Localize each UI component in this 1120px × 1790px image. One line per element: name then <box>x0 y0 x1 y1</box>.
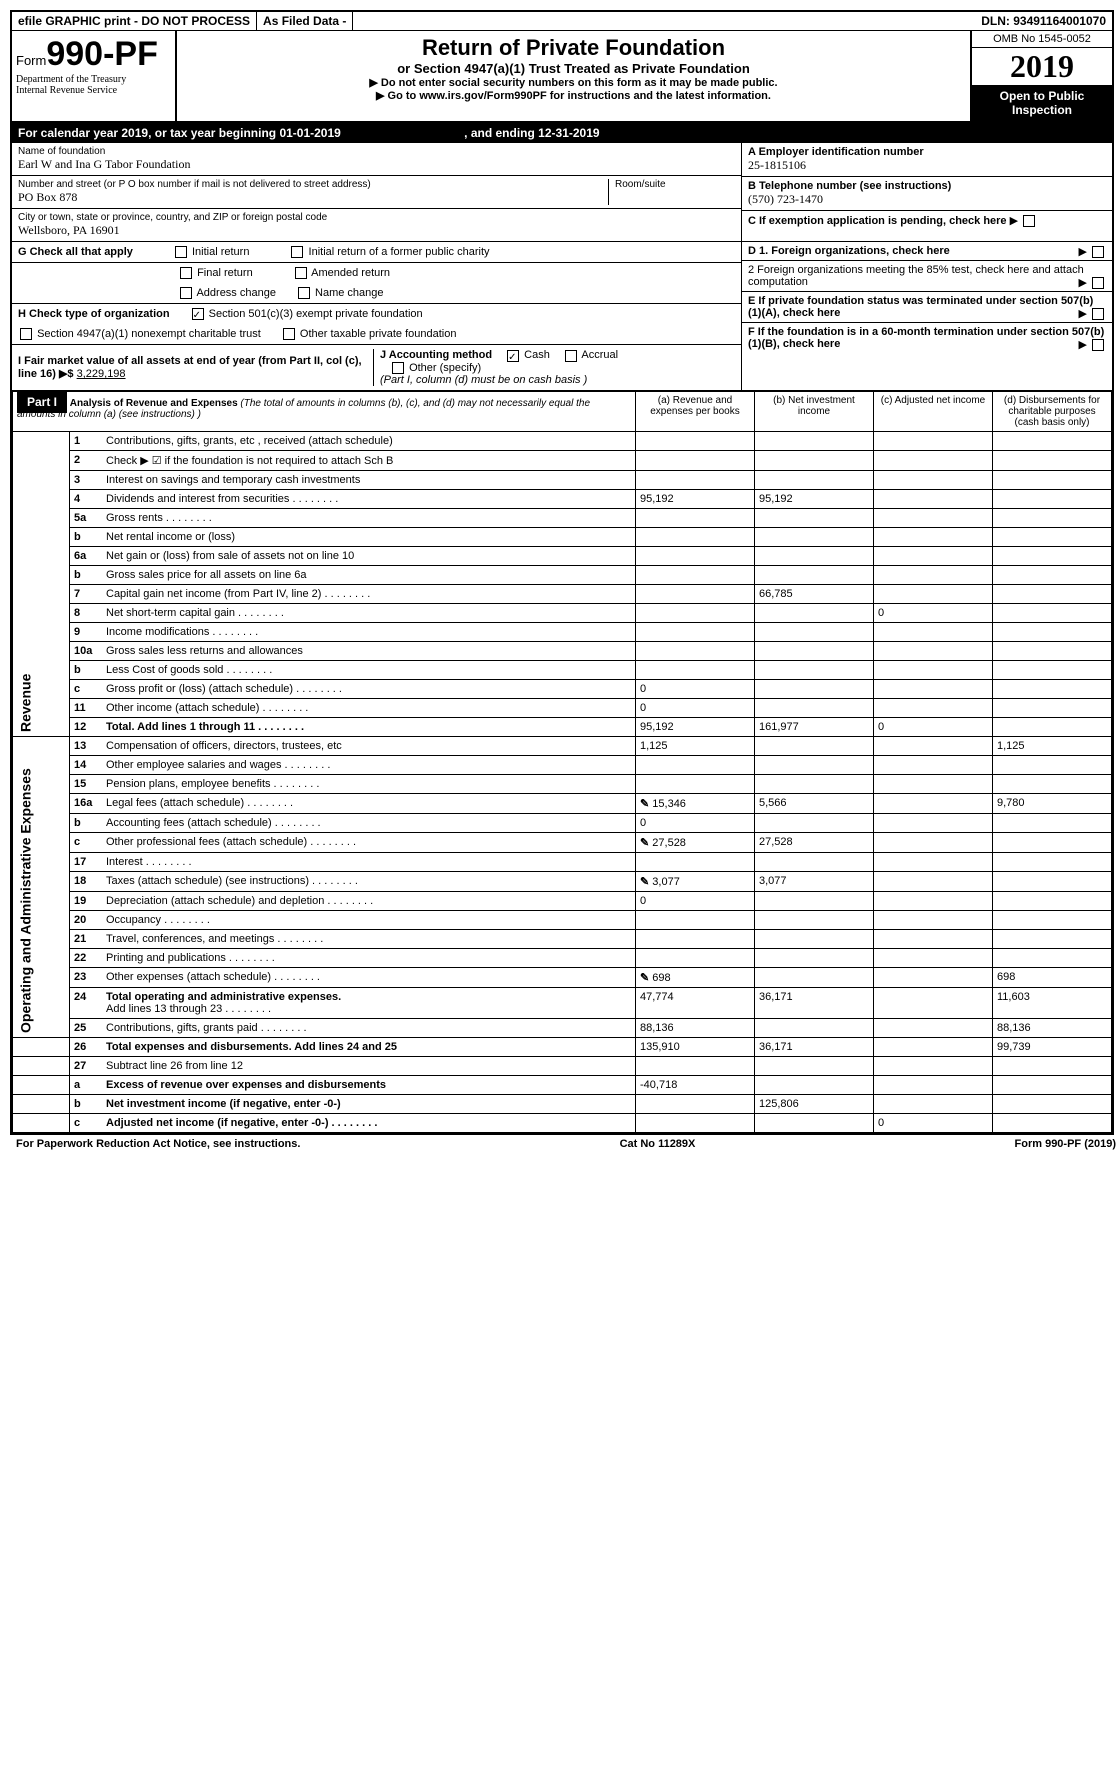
revenue-label: Revenue <box>13 431 70 736</box>
i-value: 3,229,198 <box>77 368 126 380</box>
ein-label: A Employer identification number <box>748 146 1106 158</box>
col-a-header: (a) Revenue and expenses per books <box>636 391 755 431</box>
name-label: Name of foundation <box>18 146 735 157</box>
city-value: Wellsboro, PA 16901 <box>18 223 735 238</box>
omb-number: OMB No 1545-0052 <box>972 31 1112 48</box>
footer-right: Form 990-PF (2019) <box>1015 1138 1116 1150</box>
foundation-name: Earl W and Ina G Tabor Foundation <box>18 157 735 172</box>
phone-label: B Telephone number (see instructions) <box>748 180 1106 192</box>
efile-label: efile GRAPHIC print - DO NOT PROCESS <box>12 12 257 30</box>
cal-year-end: , and ending 12-31-2019 <box>464 126 599 140</box>
expenses-label: Operating and Administrative Expenses <box>13 736 70 1037</box>
j-label: J Accounting method <box>380 349 492 361</box>
name-change-checkbox[interactable] <box>298 287 310 299</box>
instr-link: ▶ Go to www.irs.gov/Form990PF for instru… <box>181 89 966 102</box>
ein-value: 25-1815106 <box>748 158 1106 173</box>
header-section: Form990-PF Department of the Treasury In… <box>12 31 1112 123</box>
sub-title: or Section 4947(a)(1) Trust Treated as P… <box>181 61 966 76</box>
instr-ssn: ▶ Do not enter social security numbers o… <box>181 76 966 89</box>
dln-label: DLN: 93491164001070 <box>975 12 1112 30</box>
city-label: City or town, state or province, country… <box>18 212 735 223</box>
final-checkbox[interactable] <box>180 267 192 279</box>
room-label: Room/suite <box>615 179 735 190</box>
j-other-checkbox[interactable] <box>392 362 404 374</box>
c-checkbox[interactable] <box>1023 215 1035 227</box>
h-501c3-checkbox[interactable] <box>192 308 204 320</box>
form-number: 990-PF <box>46 35 158 73</box>
j-note: (Part I, column (d) must be on cash basi… <box>380 374 587 386</box>
col-d-header: (d) Disbursements for charitable purpose… <box>993 391 1112 431</box>
amended-checkbox[interactable] <box>295 267 307 279</box>
tax-year: 2019 <box>972 48 1112 85</box>
g-label: G Check all that apply <box>18 246 133 258</box>
d1-checkbox[interactable] <box>1092 246 1104 258</box>
h-other-checkbox[interactable] <box>283 328 295 340</box>
form-id-box: Form990-PF Department of the Treasury In… <box>12 31 177 121</box>
address-value: PO Box 878 <box>18 190 608 205</box>
h-label: H Check type of organization <box>18 308 170 320</box>
initial-checkbox[interactable] <box>175 246 187 258</box>
year-box: OMB No 1545-0052 2019 Open to Public Ins… <box>970 31 1112 121</box>
i-label: I Fair market value of all assets at end… <box>18 355 362 380</box>
col-b-header: (b) Net investment income <box>755 391 874 431</box>
dept-irs: Internal Revenue Service <box>16 85 171 96</box>
top-bar: efile GRAPHIC print - DO NOT PROCESS As … <box>12 12 1112 31</box>
phone-value: (570) 723-1470 <box>748 192 1106 207</box>
form-990pf: efile GRAPHIC print - DO NOT PROCESS As … <box>10 10 1114 1135</box>
h-4947-checkbox[interactable] <box>20 328 32 340</box>
inspection-label: Open to Public Inspection <box>972 85 1112 121</box>
checks-grid: G Check all that apply Initial return In… <box>12 242 1112 391</box>
footer-mid: Cat No 11289X <box>620 1138 696 1150</box>
c-label: C If exemption application is pending, c… <box>748 215 1007 227</box>
address-label: Number and street (or P O box number if … <box>18 179 608 190</box>
entity-info-grid: Name of foundation Earl W and Ina G Tabo… <box>12 143 1112 242</box>
dept-treasury: Department of the Treasury <box>16 74 171 85</box>
calendar-year-row: For calendar year 2019, or tax year begi… <box>12 123 1112 143</box>
address-change-checkbox[interactable] <box>180 287 192 299</box>
title-box: Return of Private Foundation or Section … <box>177 31 970 121</box>
asfiled-label: As Filed Data - <box>257 12 353 30</box>
footer: For Paperwork Reduction Act Notice, see … <box>10 1135 1120 1153</box>
footer-left: For Paperwork Reduction Act Notice, see … <box>16 1138 300 1150</box>
j-cash-checkbox[interactable] <box>507 350 519 362</box>
initial-former-checkbox[interactable] <box>291 246 303 258</box>
f-checkbox[interactable] <box>1092 339 1104 351</box>
part1-table: Part I Analysis of Revenue and Expenses … <box>12 391 1112 1133</box>
d2-checkbox[interactable] <box>1092 277 1104 289</box>
col-c-header: (c) Adjusted net income <box>874 391 993 431</box>
j-accrual-checkbox[interactable] <box>565 350 577 362</box>
main-title: Return of Private Foundation <box>181 35 966 61</box>
e-checkbox[interactable] <box>1092 308 1104 320</box>
part1-title: Analysis of Revenue and Expenses <box>70 398 238 409</box>
form-prefix: Form <box>16 53 46 68</box>
cal-year-begin: For calendar year 2019, or tax year begi… <box>18 126 341 140</box>
